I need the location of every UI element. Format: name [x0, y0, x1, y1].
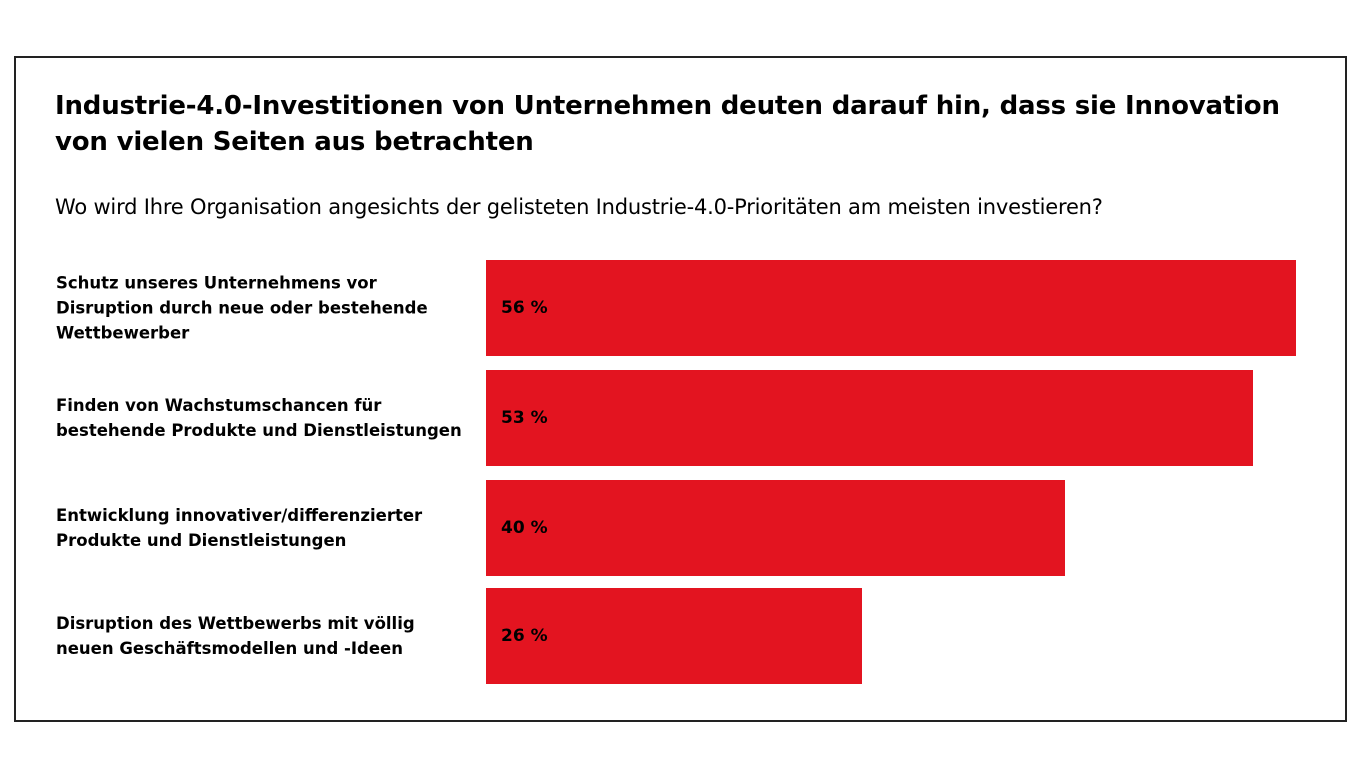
bar [486, 480, 1065, 576]
chart-frame [14, 56, 1347, 722]
category-label: Finden von Wachstumschancen für bestehen… [56, 396, 462, 440]
category-label: Entwicklung innovativer/differenzierter … [56, 506, 423, 550]
category-label: Schutz unseres Unternehmens vor Disrupti… [56, 273, 428, 343]
chart-title: Industrie-4.0-Investitionen von Unterneh… [55, 91, 1280, 157]
category-label: Disruption des Wettbewerbs mit völlig ne… [56, 614, 415, 658]
chart-subtitle: Wo wird Ihre Organisation angesichts der… [55, 195, 1103, 219]
value-label: 40 % [501, 518, 548, 538]
value-label: 53 % [501, 408, 548, 428]
bar [486, 260, 1296, 356]
value-label: 26 % [501, 626, 548, 646]
value-label: 56 % [501, 298, 548, 318]
bar [486, 370, 1253, 466]
bar [486, 588, 862, 684]
